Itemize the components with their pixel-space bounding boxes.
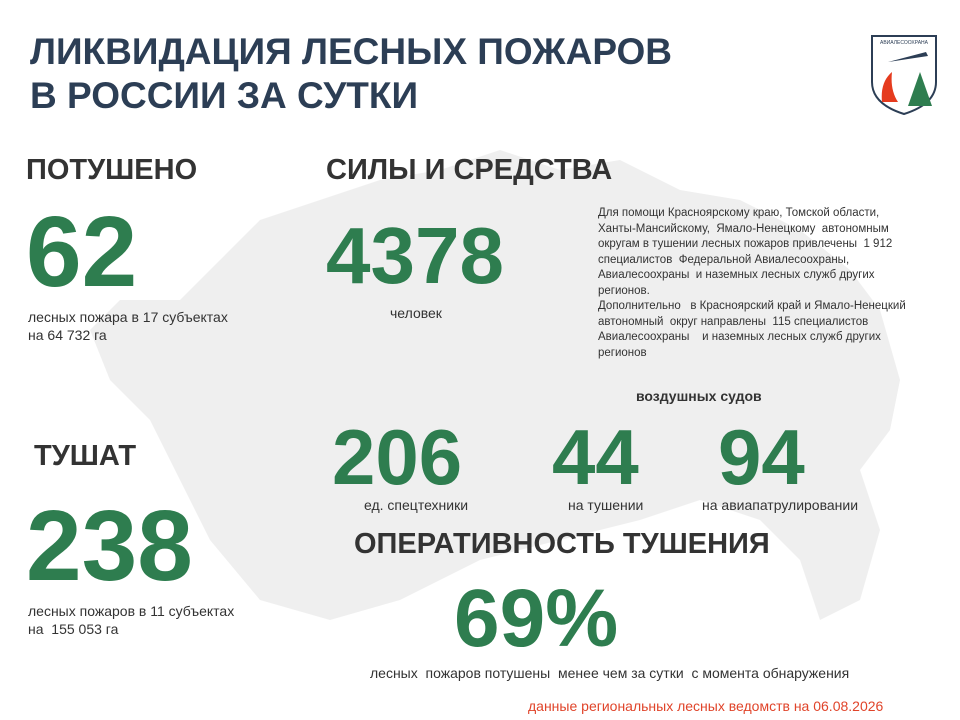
- logo: АВИАЛЕСООХРАНА: [871, 35, 937, 116]
- heading: воздушных судов: [636, 388, 762, 404]
- heading: СИЛЫ И СРЕДСТВА: [326, 154, 613, 186]
- heading: ПОТУШЕНО: [26, 154, 198, 186]
- caption: человек: [390, 305, 442, 321]
- caption: ед. спецтехники: [364, 497, 469, 513]
- caption: на тушении: [568, 497, 644, 513]
- title-line: В РОССИИ ЗА СУТКИ: [30, 75, 419, 116]
- big-number: 94: [718, 413, 805, 501]
- note-line: регионов.: [598, 284, 650, 297]
- big-number: 62: [26, 196, 138, 308]
- heading: ОПЕРАТИВНОСТЬ ТУШЕНИЯ: [354, 528, 770, 560]
- source-note: данные региональных лесных ведомств на 0…: [528, 698, 884, 714]
- note-line: Авиалесоохраны и наземных лесных служб д…: [598, 331, 881, 343]
- note-line: Дополнительно в Красноярский край и Ямал…: [598, 300, 906, 312]
- caption: на авиапатрулировании: [702, 497, 859, 513]
- note-line: регионов: [598, 346, 647, 359]
- big-number: 44: [552, 413, 639, 501]
- note-line: округам в тушении лесных пожаров привлеч…: [598, 238, 893, 250]
- heading: ТУШАТ: [34, 440, 137, 472]
- caption: на 155 053 га: [28, 621, 119, 637]
- map-shape: [90, 150, 900, 620]
- title: ЛИКВИДАЦИЯ ЛЕСНЫХ ПОЖАРОВ В РОССИИ ЗА СУТ…: [30, 30, 672, 118]
- logo-text: АВИАЛЕСООХРАНА: [880, 40, 929, 46]
- title-line: ЛИКВИДАЦИЯ ЛЕСНЫХ ПОЖАРОВ: [30, 31, 673, 72]
- big-number: 206: [332, 413, 463, 501]
- note-line: Ханты-Мансийскому, Ямало-Ненецкому автон…: [598, 222, 889, 235]
- big-number: 4378: [326, 211, 504, 300]
- big-number: 69%: [454, 573, 619, 664]
- note-line: автономный округ направлены 115 специали…: [598, 315, 869, 328]
- big-number: 238: [26, 490, 193, 602]
- note-line: специалистов Федеральной Авиалесоохраны,: [598, 253, 850, 266]
- caption: на 64 732 га: [28, 327, 107, 343]
- caption: лесных пожаров в 11 субъектах: [28, 603, 235, 619]
- note: Для помощи Красноярскому краю, Томской о…: [598, 206, 906, 361]
- caption: лесных пожара в 17 субъектах: [28, 309, 228, 325]
- note-line: Для помощи Красноярскому краю, Томской о…: [598, 207, 880, 219]
- caption: лесных пожаров потушены менее чем за сут…: [370, 665, 850, 681]
- note-line: Авиалесоохраны и наземных лесных служб д…: [598, 269, 875, 281]
